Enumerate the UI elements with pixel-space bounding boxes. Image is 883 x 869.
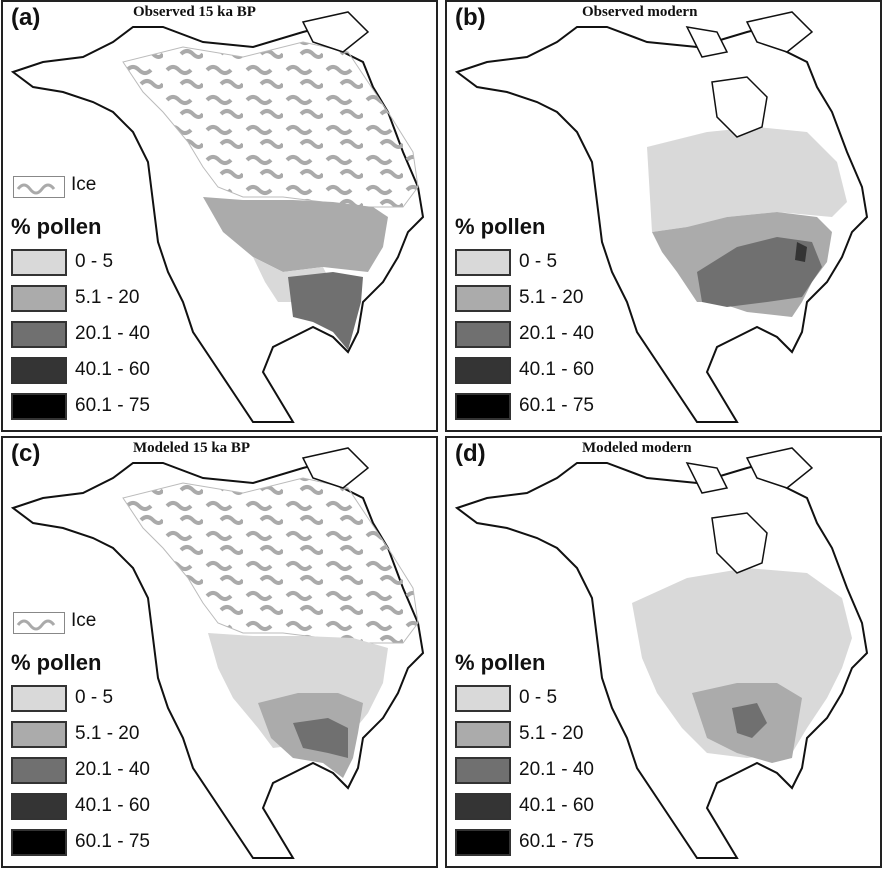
legend-row: 40.1 - 60 (9, 790, 189, 826)
legend-row: 5.1 - 20 (453, 718, 633, 754)
legend-title: % pollen (455, 214, 546, 239)
legend-swatch (455, 285, 511, 312)
legend-row: 0 - 5 (9, 246, 189, 282)
ice-swatch (13, 176, 65, 198)
legend-range: 5.1 - 20 (519, 287, 584, 308)
map-observed-15ka (10, 11, 425, 423)
legend-swatch (455, 357, 511, 384)
ice-legend-row: Ice (9, 170, 189, 204)
map-legend: % pollen 0 - 5 5.1 - 20 20.1 - 40 40.1 -… (453, 204, 633, 426)
map-legend: Ice % pollen 0 - 5 5.1 - 20 20.1 - 40 40… (9, 606, 189, 862)
legend-row: 20.1 - 40 (9, 754, 189, 790)
legend-swatch (455, 829, 511, 856)
legend-swatch (11, 793, 67, 820)
ice-legend-row: Ice (9, 606, 189, 640)
legend-range: 0 - 5 (75, 687, 114, 708)
legend-swatch (455, 685, 511, 712)
map-legend: Ice % pollen 0 - 5 5.1 - 20 20.1 - 40 40… (9, 170, 189, 426)
legend-swatch (11, 357, 67, 384)
legend-row: 20.1 - 40 (453, 318, 633, 354)
legend-swatch (11, 757, 67, 784)
legend-range: 60.1 - 75 (519, 831, 594, 852)
map-observed-modern (454, 11, 869, 423)
legend-range: 5.1 - 20 (519, 723, 584, 744)
legend-swatch (455, 721, 511, 748)
legend-row: 40.1 - 60 (9, 354, 189, 390)
panel-label: (c) (11, 440, 41, 467)
legend-row: 0 - 5 (9, 682, 189, 718)
legend-range: 60.1 - 75 (75, 395, 150, 416)
panel-label: (d) (455, 440, 486, 467)
panel-label: (b) (455, 4, 486, 31)
legend-swatch (11, 249, 67, 276)
legend-range: 0 - 5 (519, 251, 558, 272)
legend-row: 0 - 5 (453, 682, 633, 718)
map-legend: % pollen 0 - 5 5.1 - 20 20.1 - 40 40.1 -… (453, 640, 633, 862)
ice-label: Ice (71, 610, 97, 631)
legend-range: 0 - 5 (75, 251, 114, 272)
legend-row: 20.1 - 40 (453, 754, 633, 790)
legend-swatch (455, 793, 511, 820)
legend-swatch (455, 393, 511, 420)
panel-d: (d) Modeled modern % pollen 0 - 5 5.1 - … (445, 436, 882, 868)
panel-c: (c) Modeled 15 ka BP Ice % pollen 0 - 5 … (1, 436, 438, 868)
panel-label: (a) (11, 4, 41, 31)
legend-swatch (11, 321, 67, 348)
legend-swatch (11, 393, 67, 420)
legend-row: 20.1 - 40 (9, 318, 189, 354)
panel-title: Modeled modern (582, 440, 692, 456)
legend-range: 40.1 - 60 (75, 359, 150, 380)
legend-range: 5.1 - 20 (75, 723, 140, 744)
legend-row: 5.1 - 20 (9, 282, 189, 318)
legend-range: 0 - 5 (519, 687, 558, 708)
legend-range: 60.1 - 75 (519, 395, 594, 416)
legend-row: 5.1 - 20 (453, 282, 633, 318)
legend-range: 40.1 - 60 (75, 795, 150, 816)
legend-range: 20.1 - 40 (75, 759, 150, 780)
legend-swatch (455, 757, 511, 784)
ice-swatch (13, 612, 65, 634)
legend-swatch (455, 321, 511, 348)
legend-range: 20.1 - 40 (75, 323, 150, 344)
legend-range: 20.1 - 40 (519, 759, 594, 780)
legend-row: 60.1 - 75 (9, 390, 189, 426)
legend-swatch (11, 829, 67, 856)
legend-swatch (11, 721, 67, 748)
legend-swatch (11, 285, 67, 312)
legend-row: 40.1 - 60 (453, 354, 633, 390)
legend-title: % pollen (11, 214, 102, 239)
legend-range: 20.1 - 40 (519, 323, 594, 344)
panel-a: (a) Observed 15 ka BP Ice % pollen 0 - 5… (1, 0, 438, 432)
legend-title: % pollen (11, 650, 102, 675)
legend-row: 5.1 - 20 (9, 718, 189, 754)
legend-swatch (455, 249, 511, 276)
map-modeled-15ka (10, 447, 425, 859)
panel-title: Observed 15 ka BP (133, 4, 256, 20)
legend-range: 40.1 - 60 (519, 359, 594, 380)
legend-swatch (11, 685, 67, 712)
map-modeled-modern (454, 447, 869, 859)
ice-label: Ice (71, 174, 97, 195)
panel-b: (b) Observed modern % pollen 0 - 5 5.1 -… (445, 0, 882, 432)
legend-row: 60.1 - 75 (453, 390, 633, 426)
legend-row: 40.1 - 60 (453, 790, 633, 826)
legend-row: 60.1 - 75 (453, 826, 633, 862)
legend-range: 40.1 - 60 (519, 795, 594, 816)
legend-range: 5.1 - 20 (75, 287, 140, 308)
legend-title: % pollen (455, 650, 546, 675)
legend-row: 0 - 5 (453, 246, 633, 282)
panel-title: Modeled 15 ka BP (133, 440, 251, 456)
legend-row: 60.1 - 75 (9, 826, 189, 862)
panel-title: Observed modern (582, 4, 698, 20)
legend-range: 60.1 - 75 (75, 831, 150, 852)
